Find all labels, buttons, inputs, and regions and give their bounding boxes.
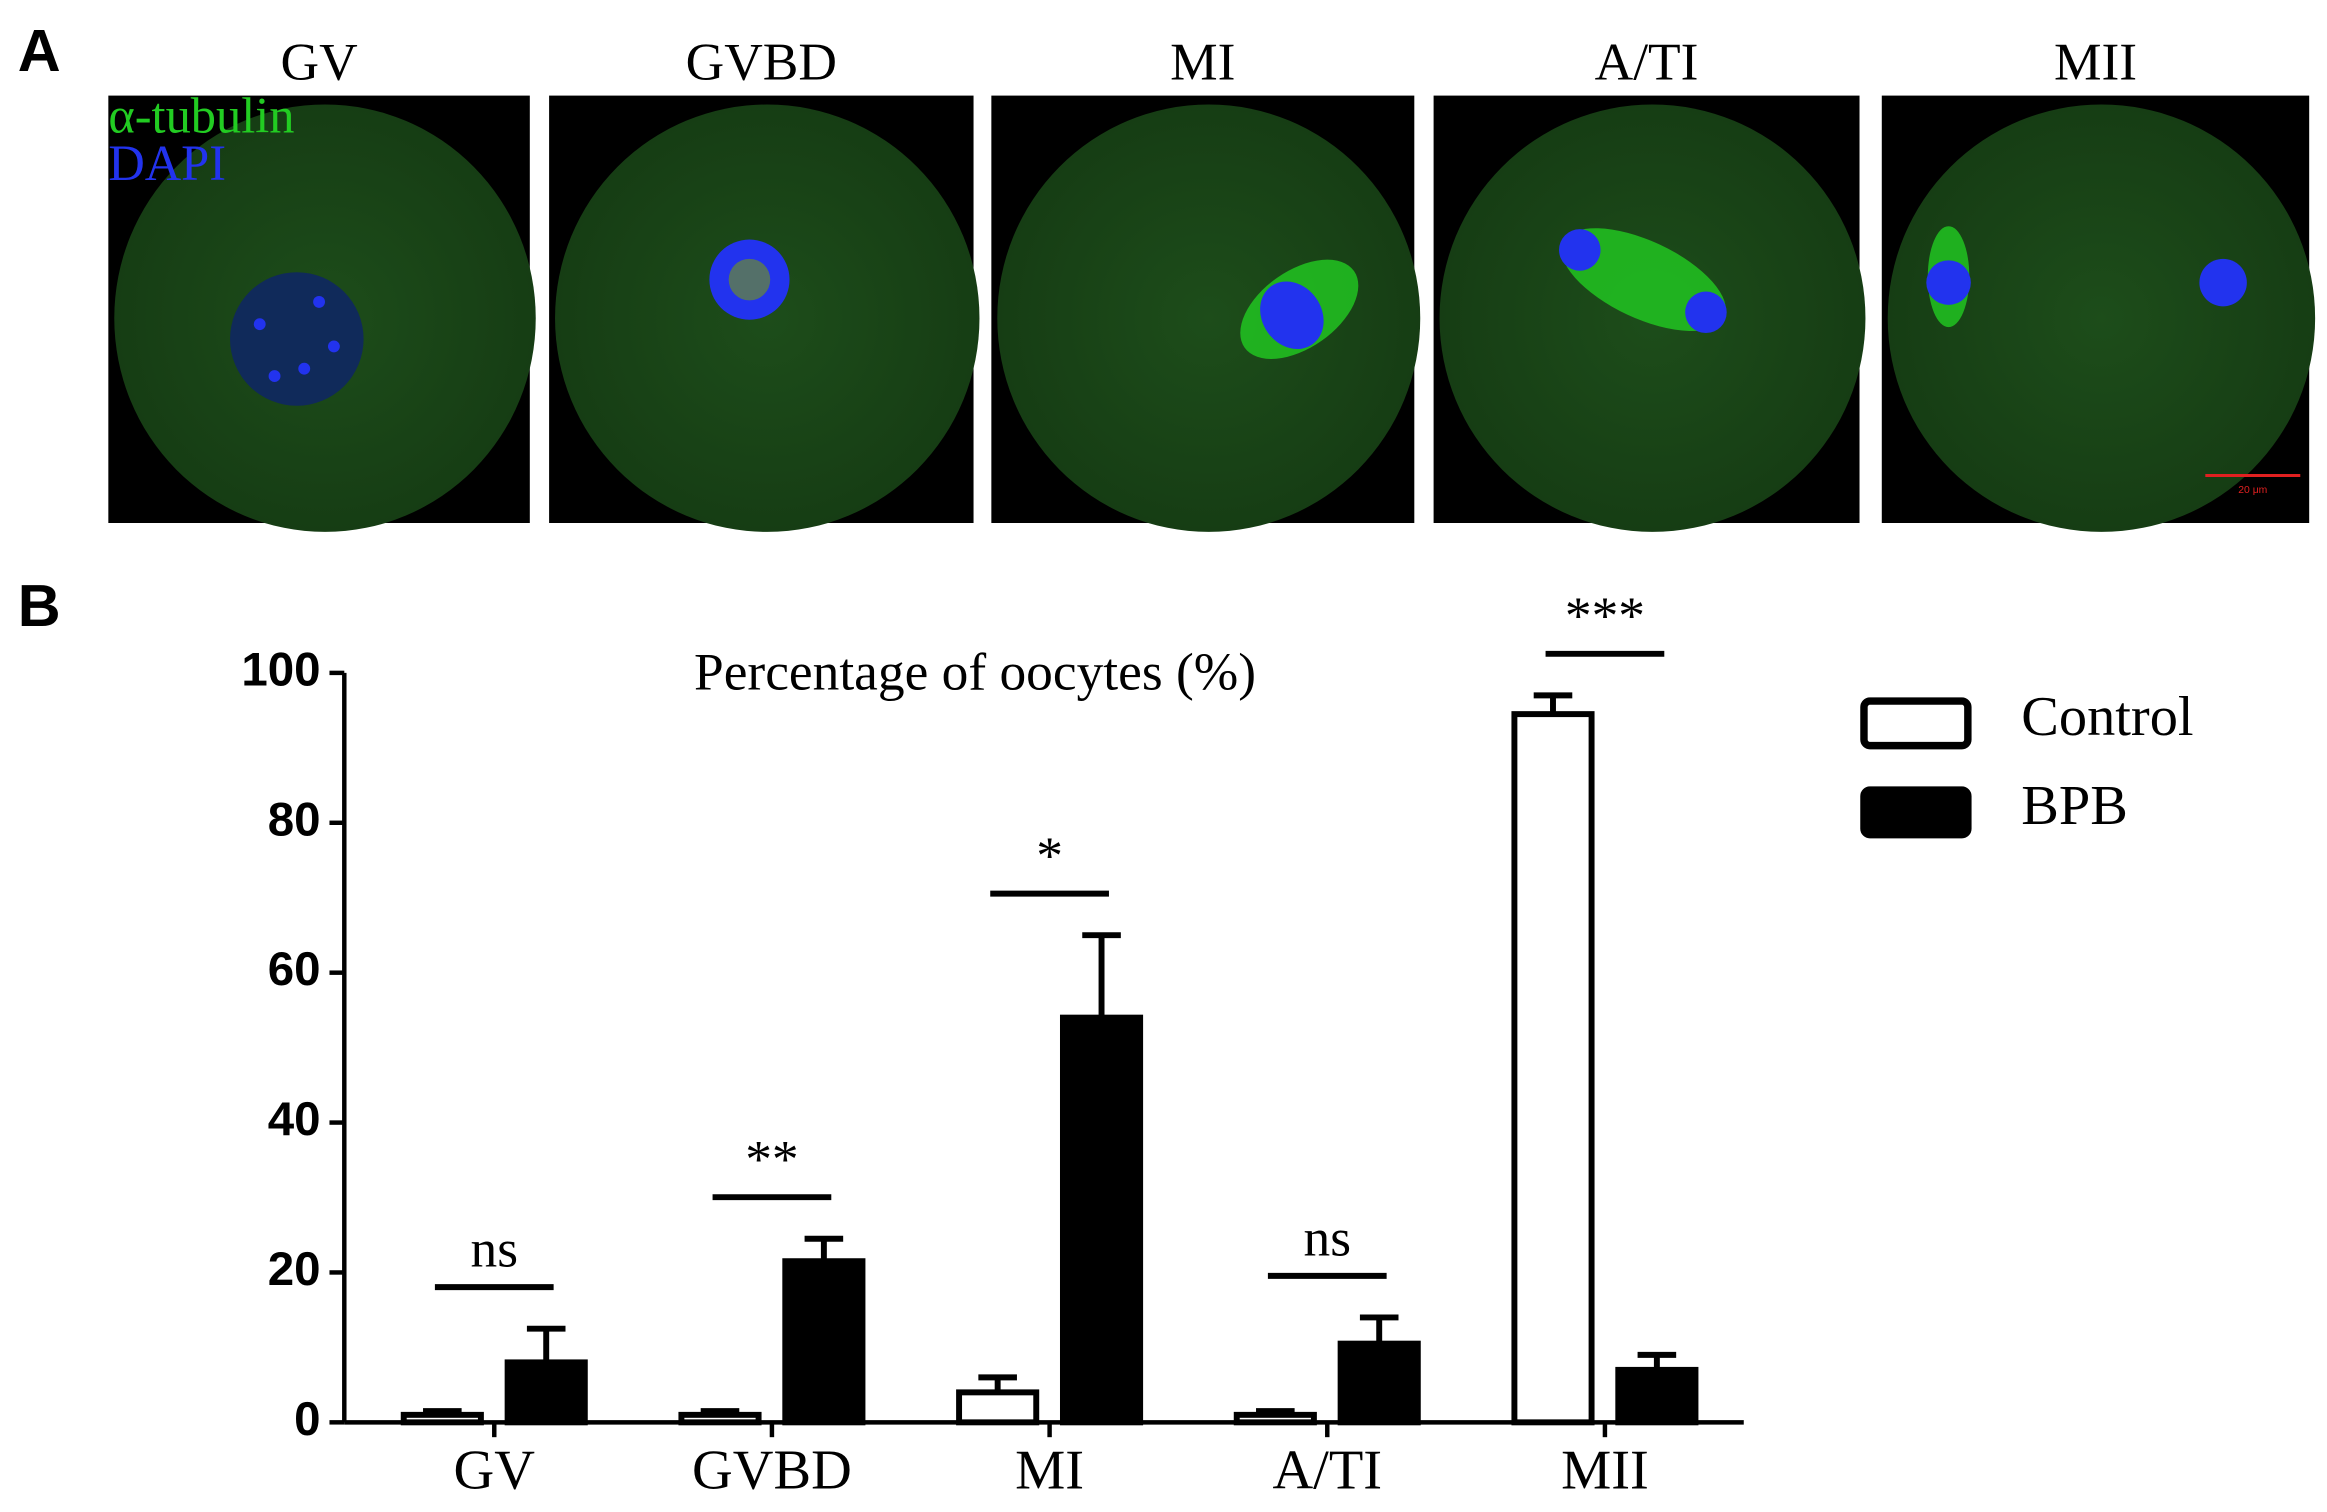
chromatin [1260, 281, 1324, 350]
bar [956, 1389, 1040, 1426]
legend-swatch [1860, 786, 1972, 839]
scale-bar-label: 20 μm [2238, 485, 2267, 496]
spindle [728, 258, 771, 301]
x-tick-label: A/TI [1272, 1440, 1382, 1502]
error-bar [1082, 932, 1121, 1018]
significance-label: ns [471, 1219, 518, 1279]
error-bar [1533, 692, 1573, 715]
oocyte [555, 104, 980, 532]
oocyte [997, 104, 1421, 532]
stage-title: A/TI [1595, 32, 1699, 92]
y-tick-label: 80 [268, 793, 321, 846]
legend-label: BPB [2021, 775, 2128, 837]
y-tick-label: 0 [294, 1393, 320, 1446]
bar [504, 1359, 588, 1426]
x-tick-label: MI [1015, 1440, 1084, 1502]
x-tick-label: GVBD [692, 1440, 852, 1502]
chromatin [313, 295, 326, 308]
chromatin [1926, 260, 1971, 305]
y-tick-label: 100 [241, 643, 320, 696]
stage-title: MI [1170, 32, 1235, 92]
y-tick-label: 20 [268, 1243, 321, 1296]
channel-label: DAPI [108, 135, 226, 191]
panel-label: B [18, 572, 61, 639]
bar [400, 1411, 484, 1426]
chromatin [2199, 258, 2247, 307]
oocyte [1887, 104, 2316, 532]
error-bar [1359, 1314, 1399, 1344]
significance-label: * [1036, 825, 1063, 885]
stage-title: GVBD [686, 32, 837, 92]
error-bar [804, 1235, 844, 1262]
spindle [1561, 228, 1726, 331]
chromatin [327, 340, 340, 353]
bar [1233, 1411, 1317, 1426]
nucleus [230, 272, 364, 406]
legend-label: Control [2021, 686, 2193, 748]
chromatin [298, 362, 311, 375]
chromatin [268, 370, 281, 383]
significance-label: *** [1565, 585, 1645, 645]
bar [1615, 1366, 1699, 1426]
bar [782, 1258, 866, 1426]
significance-label: ** [745, 1129, 798, 1189]
x-tick-label: GV [454, 1440, 536, 1502]
bar [1337, 1340, 1421, 1426]
stage-title: MII [2054, 32, 2137, 92]
chromatin [1685, 291, 1727, 334]
y-tick-label: 40 [268, 1093, 321, 1146]
error-bar [526, 1325, 566, 1363]
chart-title: Percentage of oocytes (%) [694, 642, 1256, 702]
x-tick-label: MII [1561, 1440, 1649, 1502]
legend-swatch [1860, 697, 1972, 750]
stage-title: GV [281, 32, 358, 92]
bar [678, 1411, 762, 1426]
chromatin [1559, 229, 1601, 271]
chromatin [253, 318, 266, 331]
channel-label: α-tubulin [108, 87, 294, 143]
bar [1511, 711, 1595, 1426]
y-tick-label: 60 [268, 943, 321, 996]
significance-label: ns [1304, 1207, 1352, 1267]
panel-label: A [18, 17, 61, 84]
bar [1059, 1014, 1144, 1426]
